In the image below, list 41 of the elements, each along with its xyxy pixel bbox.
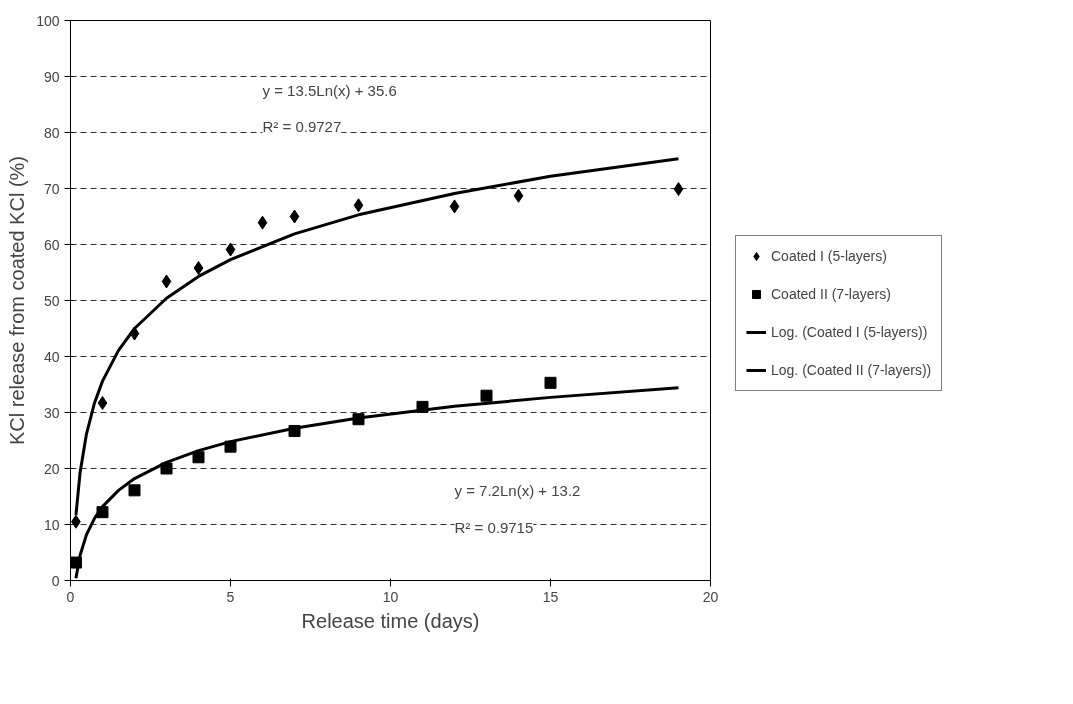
y-tick-label: 60: [43, 236, 60, 253]
point: [257, 215, 268, 230]
annotation: R² = 0.9715: [454, 518, 534, 536]
y-tick-label: 100: [36, 12, 60, 29]
point: [192, 451, 205, 464]
x-tick-label: 0: [66, 588, 75, 605]
point: [193, 261, 204, 276]
point: [353, 198, 364, 213]
point: [480, 389, 493, 402]
legend-label: Log. (Coated II (7-layers)): [771, 362, 932, 378]
annotation: y = 7.2Ln(x) + 13.2: [454, 482, 581, 500]
x-tick-label: 15: [542, 588, 559, 605]
x-axis-title: Release time (days): [301, 609, 480, 632]
y-tick-label: 20: [43, 460, 60, 477]
point: [673, 182, 684, 197]
point: [97, 395, 108, 410]
annotation: y = 13.5Ln(x) + 35.6: [262, 81, 397, 99]
y-axis-title: KCl release from coated KCl (%): [6, 156, 29, 445]
y-tick-label: 80: [43, 124, 60, 141]
x-tick-label: 5: [226, 588, 235, 605]
y-tick-label: 30: [43, 404, 60, 421]
point: [513, 188, 524, 203]
point: [161, 274, 172, 289]
y-tick-label: 70: [43, 180, 60, 197]
legend-label: Coated II (7-layers): [771, 286, 891, 302]
annotation: R² = 0.9727: [262, 118, 342, 136]
y-tick-label: 90: [43, 68, 60, 85]
legend-label: Log. (Coated I (5-layers)): [771, 324, 928, 340]
y-tick-label: 50: [43, 292, 60, 309]
legend-label: Coated I (5-layers): [771, 248, 887, 264]
point: [544, 376, 557, 389]
y-tick-label: 40: [43, 348, 60, 365]
x-tick-label: 10: [382, 588, 399, 605]
point: [289, 209, 300, 224]
x-tick-label: 20: [702, 588, 719, 605]
y-tick-label: 0: [51, 572, 60, 589]
y-tick-label: 10: [43, 516, 60, 533]
point: [449, 199, 460, 214]
point: [160, 462, 173, 475]
point: [128, 484, 141, 497]
point: [225, 242, 236, 257]
